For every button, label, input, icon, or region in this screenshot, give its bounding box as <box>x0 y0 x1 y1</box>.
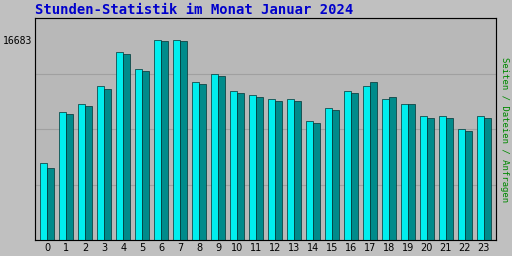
Bar <box>97 87 104 256</box>
Bar <box>458 129 465 256</box>
Bar <box>439 116 446 256</box>
Bar <box>142 71 150 256</box>
Bar <box>351 93 358 256</box>
Bar <box>419 116 427 256</box>
Bar <box>161 41 168 256</box>
Bar <box>78 103 85 256</box>
Bar <box>230 91 237 256</box>
Bar <box>47 168 54 256</box>
Bar <box>344 91 351 256</box>
Bar <box>173 40 180 256</box>
Bar <box>249 95 256 256</box>
Bar <box>237 93 244 256</box>
Bar <box>427 119 434 256</box>
Bar <box>275 101 282 256</box>
Bar <box>85 106 93 256</box>
Bar <box>154 40 161 256</box>
Bar <box>325 108 332 256</box>
Bar <box>40 163 47 256</box>
Bar <box>135 69 142 256</box>
Bar <box>218 76 225 256</box>
Bar <box>192 82 199 256</box>
Bar <box>116 52 123 256</box>
Bar <box>465 131 472 256</box>
Bar <box>313 123 320 256</box>
Bar <box>123 54 131 256</box>
Bar <box>408 103 415 256</box>
Bar <box>199 84 206 256</box>
Bar <box>400 103 408 256</box>
Bar <box>446 119 453 256</box>
Bar <box>256 97 263 256</box>
Bar <box>370 82 377 256</box>
Bar <box>332 110 339 256</box>
Bar <box>66 114 73 256</box>
Bar <box>381 99 389 256</box>
Bar <box>268 99 275 256</box>
Bar <box>362 87 370 256</box>
Bar <box>294 101 301 256</box>
Y-axis label: Seiten / Dateien / Anfragen: Seiten / Dateien / Anfragen <box>500 57 509 202</box>
Bar <box>59 112 66 256</box>
Bar <box>211 73 218 256</box>
Bar <box>306 121 313 256</box>
Bar <box>477 116 484 256</box>
Text: Stunden-Statistik im Monat Januar 2024: Stunden-Statistik im Monat Januar 2024 <box>35 3 353 17</box>
Bar <box>180 41 187 256</box>
Bar <box>389 97 396 256</box>
Bar <box>104 89 112 256</box>
Bar <box>287 99 294 256</box>
Bar <box>484 119 491 256</box>
